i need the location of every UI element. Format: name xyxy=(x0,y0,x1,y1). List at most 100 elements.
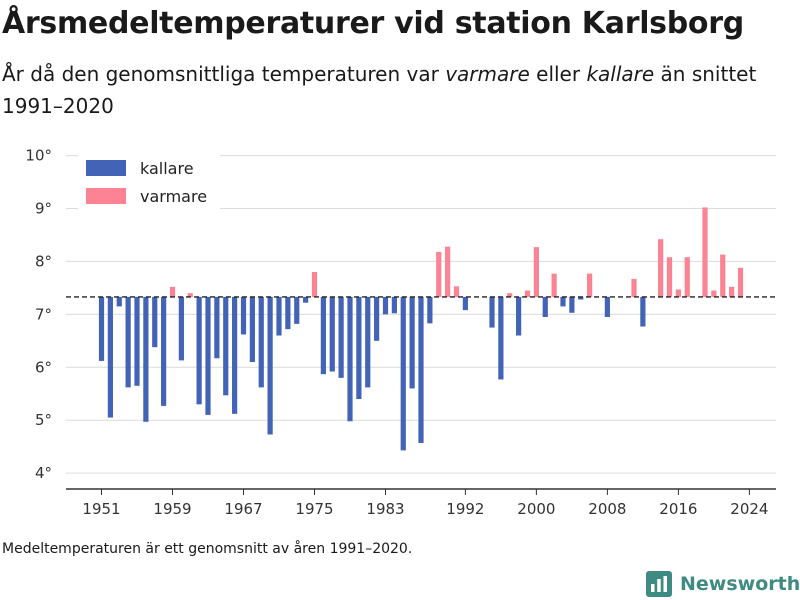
y-tick-label: 7° xyxy=(35,305,52,323)
y-tick-label: 5° xyxy=(35,411,52,429)
y-tick-label: 4° xyxy=(35,464,52,482)
bar-1988 xyxy=(427,296,433,324)
bar-1973 xyxy=(294,296,300,324)
bar-1964 xyxy=(214,296,220,359)
chart-title: Årsmedeltemperaturer vid station Karlsbo… xyxy=(2,6,744,41)
bar-2017 xyxy=(684,257,690,297)
x-tick-label: 1992 xyxy=(446,500,484,518)
y-tick-label: 8° xyxy=(35,252,52,270)
bar-1989 xyxy=(436,251,442,297)
brand-logo[interactable]: Newsworthy xyxy=(646,569,800,599)
bar-1966 xyxy=(232,296,238,414)
bar-2000 xyxy=(533,247,539,297)
bar-1992 xyxy=(462,296,468,311)
bar-2014 xyxy=(658,239,664,297)
bar-2023 xyxy=(737,267,744,297)
bar-1986 xyxy=(409,296,415,389)
brand-name: Newsworthy xyxy=(680,573,800,595)
bar-1965 xyxy=(223,296,229,396)
bar-1975 xyxy=(311,272,318,297)
chart-subtitle: År då den genomsnittliga temperaturen va… xyxy=(2,58,782,122)
bar-1954 xyxy=(125,296,131,388)
axis-layer: 4° 5° 6° 7° 8° 9° 10° 1951 1959 1967 1975 1983 1992 2… xyxy=(25,147,776,518)
x-tick-label: 2016 xyxy=(659,500,697,518)
bar-1958 xyxy=(161,296,167,406)
bar-1974 xyxy=(303,296,309,303)
bar-1995 xyxy=(489,296,495,328)
bar-1955 xyxy=(134,296,140,386)
bar-2012 xyxy=(640,296,646,327)
bar-2006 xyxy=(587,273,593,297)
bar-1999 xyxy=(524,290,531,297)
subtitle-part: kallare xyxy=(586,62,655,86)
bar-2002 xyxy=(551,273,557,297)
bar-1980 xyxy=(356,296,362,400)
x-tick-label: 1967 xyxy=(224,500,262,518)
temperature-bar-chart: 4° 5° 6° 7° 8° 9° 10° 1951 1959 1967 1975 1983 1992 2… xyxy=(25,147,776,518)
bar-1962 xyxy=(196,296,202,405)
y-tick-label: 9° xyxy=(35,200,52,218)
bar-1979 xyxy=(347,296,353,422)
bar-2021 xyxy=(720,254,726,297)
subtitle-part: varmare xyxy=(445,62,530,86)
bar-1996 xyxy=(498,296,504,380)
bar-1981 xyxy=(365,296,371,388)
bar-1959 xyxy=(169,286,176,297)
bar-1985 xyxy=(400,296,406,451)
bar-1952 xyxy=(107,296,113,418)
bar-2005 xyxy=(578,296,584,300)
bar-1987 xyxy=(418,296,424,443)
bar-2004 xyxy=(569,296,575,313)
bar-1997 xyxy=(507,293,513,297)
bar-1968 xyxy=(249,296,255,362)
x-tick-label: 1975 xyxy=(295,500,333,518)
bar-2001 xyxy=(542,296,548,317)
legend-label-colder: kallare xyxy=(140,159,194,178)
footnote: Medeltemperaturen är ett genomsnitt av å… xyxy=(2,541,413,557)
legend-label-warmer: varmare xyxy=(140,187,207,206)
x-tick-label: 2008 xyxy=(588,500,626,518)
bar-1983 xyxy=(382,296,389,315)
x-tick-label: 2000 xyxy=(517,500,555,518)
bar-1991 xyxy=(453,286,460,297)
x-tick-label: 1959 xyxy=(153,500,191,518)
bar-1963 xyxy=(205,296,211,415)
bar-layer xyxy=(98,207,744,451)
legend-swatch-warmer xyxy=(86,188,126,204)
bar-1971 xyxy=(276,296,282,336)
legend: kallare varmare xyxy=(78,155,220,213)
subtitle-part: År då den genomsnittliga temperaturen va… xyxy=(2,62,446,86)
bar-2011 xyxy=(631,278,637,297)
bar-2008 xyxy=(604,296,610,317)
bar-1953 xyxy=(116,296,122,307)
bar-2016 xyxy=(675,289,681,297)
legend-swatch-colder xyxy=(86,160,126,176)
bar-1956 xyxy=(143,296,149,422)
bar-1961 xyxy=(187,293,193,297)
bar-1978 xyxy=(338,296,344,378)
y-tick-label: 6° xyxy=(35,358,52,376)
bar-2020 xyxy=(711,290,717,297)
bar-2019 xyxy=(702,207,708,297)
y-tick-label: 10° xyxy=(25,147,52,165)
bar-2003 xyxy=(560,296,566,307)
bar-1951 xyxy=(98,296,105,361)
bar-1982 xyxy=(374,296,380,341)
bar-1970 xyxy=(267,296,273,435)
bar-1998 xyxy=(516,296,522,336)
bar-1984 xyxy=(391,296,397,314)
bar-1967 xyxy=(240,296,247,335)
bar-1990 xyxy=(445,246,451,297)
bar-2022 xyxy=(729,286,735,297)
bar-1957 xyxy=(152,296,158,348)
subtitle-part: än snittet 1991–2020 xyxy=(2,62,757,118)
bar-1972 xyxy=(285,296,291,330)
bar-2015 xyxy=(666,257,673,297)
subtitle-part: eller xyxy=(529,62,587,86)
bar-1976 xyxy=(320,296,326,375)
bar-1969 xyxy=(258,296,264,388)
x-tick-label: 2024 xyxy=(730,500,768,518)
bar-1977 xyxy=(329,296,335,372)
x-tick-label: 1951 xyxy=(82,500,120,518)
x-tick-label: 1983 xyxy=(366,500,404,518)
